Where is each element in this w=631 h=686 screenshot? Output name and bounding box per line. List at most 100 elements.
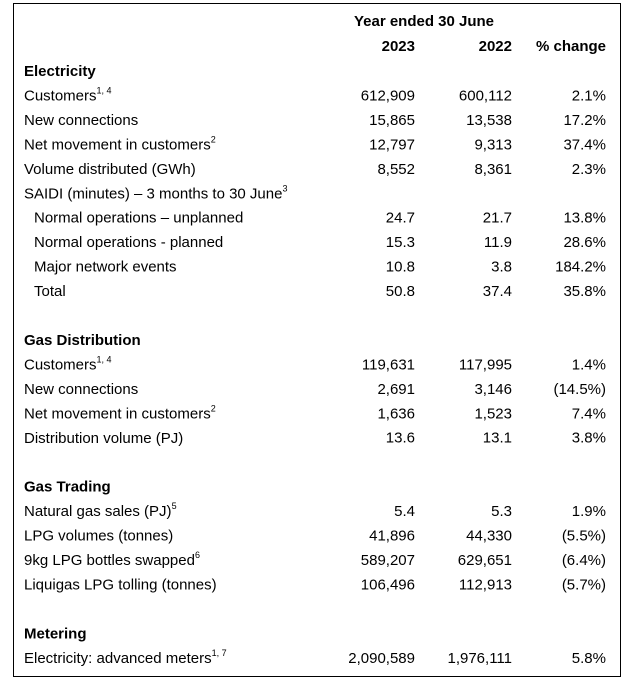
row-label: Major network events	[34, 259, 177, 276]
cell-value: 612,909	[361, 87, 415, 104]
section-title: Gas Distribution	[24, 332, 141, 349]
cell-value: 2.1%	[572, 87, 606, 104]
section-title: Electricity	[24, 63, 96, 80]
cell-value: 15.3	[386, 234, 415, 251]
cell-value: 1,976,111	[447, 650, 512, 667]
cell-value: 21.7	[483, 210, 512, 227]
footnote-ref: 6	[195, 550, 200, 560]
row-label: Net movement in customers2	[24, 135, 216, 154]
row-label: LPG volumes (tonnes)	[24, 528, 173, 545]
table-border	[13, 3, 621, 677]
cell-value: 8,552	[377, 161, 415, 178]
cell-value: 44,330	[466, 528, 512, 545]
cell-value: 13,538	[466, 112, 512, 129]
cell-value: 41,896	[369, 528, 415, 545]
cell-value: 2.3%	[572, 161, 606, 178]
cell-value: 24.7	[386, 210, 415, 227]
cell-value: 50.8	[386, 283, 415, 300]
cell-value: (5.5%)	[562, 528, 606, 545]
cell-value: 600,112	[459, 87, 512, 104]
label-text: Natural gas sales (PJ)	[24, 503, 172, 520]
cell-value: 629,651	[458, 552, 512, 569]
footnote-ref: 1, 4	[97, 355, 112, 365]
row-label: Customers1, 4	[24, 355, 112, 374]
column-header: % change	[536, 38, 606, 55]
cell-value: 1.9%	[572, 503, 606, 520]
row-label: Liquigas LPG tolling (tonnes)	[24, 576, 217, 593]
cell-value: 35.8%	[563, 283, 606, 300]
label-text: LPG volumes (tonnes)	[24, 528, 173, 545]
cell-value: 3,146	[474, 381, 512, 398]
label-text: Total	[34, 283, 66, 300]
label-text: Distribution volume (PJ)	[24, 430, 183, 447]
cell-value: 13.8%	[563, 210, 606, 227]
row-label: Electricity: advanced meters1, 7	[24, 648, 227, 667]
footnote-ref: 2	[211, 404, 216, 414]
row-label: Natural gas sales (PJ)5	[24, 501, 177, 520]
label-text: SAIDI (minutes) – 3 months to 30 June	[24, 185, 282, 202]
cell-value: (6.4%)	[562, 552, 606, 569]
label-text: Customers	[24, 87, 97, 104]
cell-value: 119,631	[362, 356, 415, 373]
label-text: Customers	[24, 356, 97, 373]
row-label: Customers1, 4	[24, 86, 112, 105]
cell-value: 1,523	[474, 405, 512, 422]
period-header: Year ended 30 June	[354, 13, 494, 30]
label-text: Liquigas LPG tolling (tonnes)	[24, 576, 217, 593]
cell-value: 12,797	[369, 136, 415, 153]
cell-value: 9,313	[474, 136, 512, 153]
footnote-ref: 5	[172, 501, 177, 511]
cell-value: 13.6	[386, 430, 415, 447]
cell-value: 184.2%	[555, 259, 606, 276]
label-text: Electricity: advanced meters	[24, 650, 212, 667]
cell-value: 8,361	[474, 161, 512, 178]
label-text: Major network events	[34, 259, 177, 276]
column-header: 2022	[479, 38, 512, 55]
cell-value: 13.1	[483, 430, 512, 447]
cell-value: 37.4	[483, 283, 512, 300]
cell-value: 3.8%	[572, 430, 606, 447]
label-text: Volume distributed (GWh)	[24, 161, 196, 178]
row-label: SAIDI (minutes) – 3 months to 30 June3	[24, 184, 287, 203]
cell-value: 1.4%	[572, 356, 606, 373]
cell-value: 2,090,589	[348, 650, 415, 667]
row-label: New connections	[24, 381, 138, 398]
row-label: New connections	[24, 112, 138, 129]
cell-value: 106,496	[361, 576, 415, 593]
row-label: Total	[34, 283, 66, 300]
label-text: Normal operations - planned	[34, 234, 223, 251]
cell-value: (5.7%)	[562, 576, 606, 593]
cell-value: (14.5%)	[553, 381, 606, 398]
cell-value: 10.8	[386, 259, 415, 276]
cell-value: 11.9	[484, 234, 512, 251]
label-text: Net movement in customers	[24, 136, 211, 153]
footnote-ref: 3	[282, 184, 287, 194]
row-label: Normal operations - planned	[34, 234, 223, 251]
cell-value: 17.2%	[563, 112, 606, 129]
cell-value: 117,995	[459, 356, 512, 373]
cell-value: 5.8%	[572, 650, 606, 667]
column-header: 2023	[382, 38, 415, 55]
cell-value: 2,691	[377, 381, 415, 398]
label-text: 9kg LPG bottles swapped	[24, 552, 195, 569]
footnote-ref: 1, 7	[212, 648, 227, 658]
label-text: New connections	[24, 112, 138, 129]
section-title: Gas Trading	[24, 479, 111, 496]
cell-value: 5.3	[491, 503, 512, 520]
footnote-ref: 2	[211, 135, 216, 145]
row-label: Net movement in customers2	[24, 404, 216, 423]
label-text: Net movement in customers	[24, 405, 211, 422]
label-text: New connections	[24, 381, 138, 398]
cell-value: 589,207	[361, 552, 415, 569]
cell-value: 5.4	[394, 503, 415, 520]
footnote-ref: 1, 4	[97, 86, 112, 96]
cell-value: 7.4%	[572, 405, 606, 422]
cell-value: 112,913	[459, 576, 512, 593]
cell-value: 3.8	[491, 259, 512, 276]
cell-value: 1,636	[377, 405, 415, 422]
row-label: Normal operations – unplanned	[34, 210, 243, 227]
cell-value: 28.6%	[563, 234, 606, 251]
cell-value: 15,865	[369, 112, 415, 129]
